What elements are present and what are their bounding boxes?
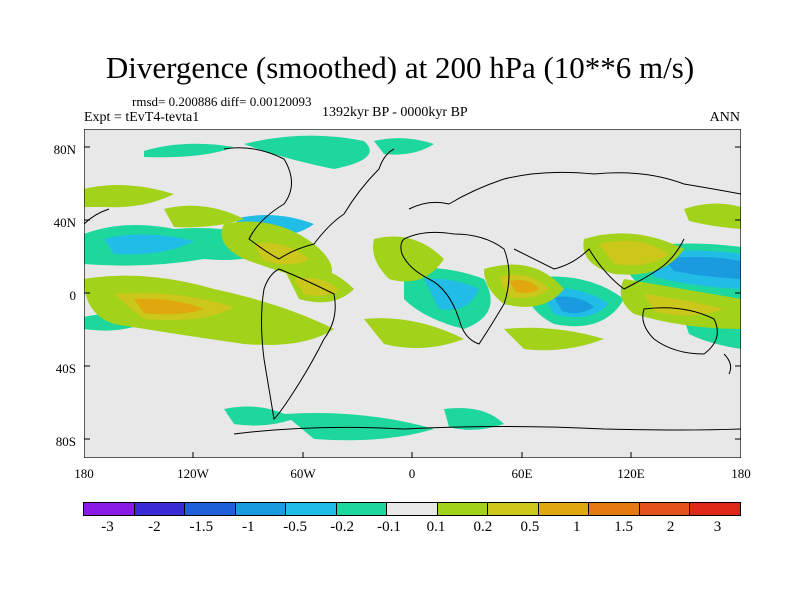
divergence-map	[84, 129, 741, 458]
colorbar-label: -1	[242, 519, 255, 535]
colorbar-label: -0.2	[330, 519, 354, 535]
divergence-field	[84, 135, 741, 441]
colorbar-box	[436, 502, 489, 516]
colorbar-box	[133, 502, 186, 516]
colorbar-box	[689, 502, 741, 516]
colorbar-label: 3	[713, 519, 722, 535]
colorbar-label: 1.5	[614, 519, 634, 535]
colorbar-box	[537, 502, 590, 516]
colorbar-label: -0.5	[283, 519, 308, 535]
lon-label-120e: 120E	[617, 466, 645, 481]
lon-label-180w: 180	[74, 466, 94, 481]
axis-ticks	[84, 146, 741, 458]
colorbar-label: 0.2	[473, 519, 493, 535]
lon-label-60e: 60E	[511, 466, 533, 481]
colorbar-label: 1	[573, 519, 581, 535]
lat-label-80n: 80N	[53, 142, 76, 157]
lat-label-40n: 40N	[53, 215, 76, 230]
colorbar-box	[386, 502, 438, 516]
experiment-label: Expt = tEvT4-tevta1	[84, 110, 200, 125]
lat-label-40s: 40S	[55, 361, 76, 376]
colorbar-box	[588, 502, 640, 516]
lat-label-80s: 80S	[55, 434, 76, 449]
lon-label-60w: 60W	[290, 466, 316, 481]
plot-title: Divergence (smoothed) at 200 hPa (10**6 …	[105, 50, 695, 85]
colorbar-box	[234, 502, 287, 516]
time-period-label: 1392kyr BP - 0000kyr BP	[322, 105, 468, 120]
lat-label-eq: 0	[69, 288, 77, 303]
colorbar-box	[285, 502, 337, 516]
colorbar-box	[638, 502, 691, 516]
colorbar	[83, 502, 741, 516]
colorbar-label: -1.5	[189, 519, 214, 535]
colorbar-label: 2	[666, 519, 675, 535]
colorbar-label: -3	[101, 519, 114, 535]
season-label: ANN	[709, 110, 740, 125]
colorbar-label: 0.1	[426, 519, 446, 535]
colorbar-label: -0.1	[377, 519, 401, 535]
lon-label-0: 0	[408, 466, 416, 481]
colorbar-box	[487, 502, 539, 516]
coastlines	[84, 147, 741, 435]
rmsd-diff-stats: rmsd= 0.200886 diff= 0.00120093	[132, 94, 312, 109]
colorbar-label: 0.5	[520, 519, 540, 535]
colorbar-box	[184, 502, 236, 516]
lon-label-180e: 180	[731, 466, 751, 481]
colorbar-box	[83, 502, 135, 516]
lon-label-120w: 120W	[177, 466, 209, 481]
colorbar-label: -2	[148, 519, 161, 535]
colorbar-box	[335, 502, 388, 516]
